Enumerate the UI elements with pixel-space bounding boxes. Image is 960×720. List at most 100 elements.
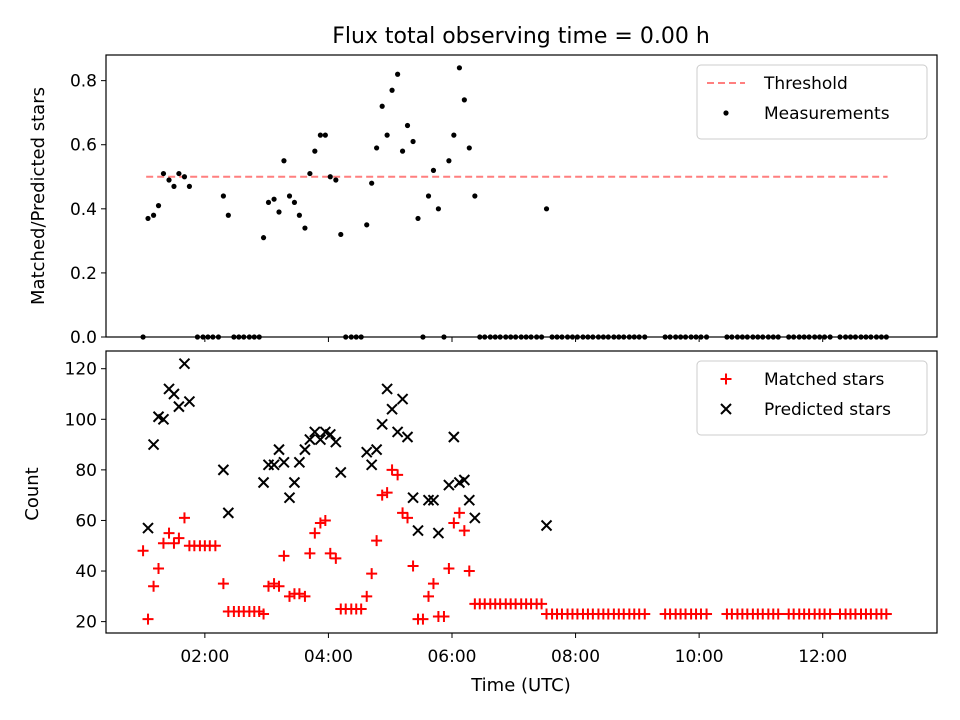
bottom-x-tick-label: 08:00	[551, 647, 600, 667]
predicted-star-point	[257, 476, 270, 489]
matched-star-point	[157, 537, 169, 549]
predicted-star-point	[299, 443, 311, 456]
matched-star-point	[458, 525, 470, 537]
measurement-point	[451, 132, 457, 138]
legend-label: Measurements	[764, 104, 890, 124]
predicted-star-point	[173, 400, 185, 413]
top-y-tick-label: 0.4	[70, 200, 97, 220]
matched-star-point	[448, 517, 460, 529]
measurement-point	[379, 103, 385, 109]
measurement-point	[395, 71, 401, 77]
predicted-star-point	[469, 512, 481, 524]
legend-box	[696, 64, 928, 140]
measurement-point	[543, 206, 550, 212]
measurement-point	[322, 132, 328, 138]
x-axis-label: Time (UTC)	[470, 675, 571, 696]
measurement-point	[281, 158, 287, 164]
chart-title: Flux total observing time = 0.00 h	[332, 24, 710, 49]
matched-star-point	[278, 550, 290, 562]
measurement-point	[435, 206, 441, 212]
matched-star-point	[772, 608, 784, 620]
predicted-star-point	[335, 466, 347, 479]
predicted-star-point	[381, 383, 393, 395]
matched-star-point	[299, 590, 311, 602]
bottom-y-axis-label: Count	[22, 467, 43, 520]
measurement-point	[166, 177, 172, 183]
matched-star-point	[639, 608, 651, 620]
predicted-star-point	[147, 438, 160, 451]
matched-star-point	[880, 608, 892, 620]
measurement-point	[286, 193, 293, 199]
legend-box	[696, 360, 928, 436]
top-y-tick-label: 0.2	[70, 264, 97, 284]
predicted-star-point	[463, 494, 475, 506]
matched-star-point	[361, 590, 373, 602]
predicted-star-point	[273, 443, 285, 456]
matched-star-point	[355, 603, 367, 615]
matched-star-point	[142, 613, 154, 625]
predicted-star-point	[157, 413, 170, 425]
predicted-star-point	[412, 524, 424, 537]
measurement-point	[186, 183, 193, 189]
measurement-point	[302, 225, 308, 231]
predicted-star-point	[376, 418, 388, 431]
predicted-star-point	[304, 433, 316, 446]
bottom-plot-frame	[105, 350, 938, 634]
legend-label: Predicted stars	[764, 400, 891, 420]
bottom-legend: Matched stars Predicted stars	[696, 360, 928, 436]
measurement-point	[374, 145, 380, 151]
matched-star-point	[148, 580, 160, 592]
predicted-star-point	[396, 393, 409, 405]
bottom-plot: 20 40 60 80 100 120 02:00 04:00 06:00 08:00 10:00 1…	[65, 350, 938, 667]
measurement-point	[260, 235, 267, 241]
measurement-point	[145, 215, 151, 222]
measurement-point	[327, 174, 333, 180]
predicted-star-point	[288, 476, 301, 489]
top-plot: 0.0 0.2 0.4 0.6 0.8 Threshold Measurements	[70, 54, 938, 348]
predicted-star-point	[178, 357, 191, 370]
matched-star-point	[268, 578, 280, 590]
measurement-point	[265, 199, 272, 206]
matched-star-point	[309, 527, 321, 539]
predicted-star-point	[370, 443, 383, 456]
matched-star-point	[258, 608, 270, 620]
measurement-point	[456, 65, 463, 71]
measurement-point	[276, 209, 282, 215]
predicted-star-point	[217, 464, 230, 476]
predicted-star-point	[330, 436, 342, 448]
predicted-star-point	[324, 428, 336, 441]
legend-label: Threshold	[763, 74, 848, 94]
predicted-star-point	[391, 426, 404, 438]
top-y-tick-label: 0.0	[70, 328, 97, 348]
predicted-star-point	[361, 446, 373, 458]
predicted-star-point	[314, 433, 327, 446]
top-y-tick-label: 0.6	[70, 136, 97, 156]
measurement-point	[425, 193, 432, 199]
matched-star-point	[824, 608, 836, 620]
measurement-point	[461, 97, 467, 103]
matched-star-point	[397, 507, 409, 519]
bottom-x-tick-label: 06:00	[427, 647, 476, 667]
legend-measurements-swatch	[723, 110, 729, 116]
matched-star-point	[453, 507, 465, 519]
matched-star-point	[137, 545, 149, 557]
measurement-point	[333, 177, 339, 183]
measurement-point	[364, 222, 370, 228]
predicted-star-point	[427, 494, 440, 506]
top-y-tick-label: 0.8	[70, 72, 97, 92]
matched-star-point	[153, 563, 165, 575]
matched-star-point	[438, 611, 450, 623]
measurement-point	[296, 212, 302, 218]
bottom-series-predicted-stars	[142, 357, 553, 539]
matched-star-point	[376, 489, 388, 501]
matched-star-point	[330, 552, 342, 564]
matched-star-point	[407, 560, 419, 572]
matched-star-point	[273, 580, 285, 592]
top-y-axis-label: Matched/Predicted stars	[28, 87, 49, 305]
matched-star-point	[284, 590, 295, 602]
predicted-star-point	[309, 426, 321, 438]
predicted-star-point	[168, 388, 180, 400]
predicted-star-point	[293, 456, 306, 468]
bottom-x-tick-label: 02:00	[180, 647, 229, 667]
bottom-y-tick-label: 20	[75, 613, 97, 633]
